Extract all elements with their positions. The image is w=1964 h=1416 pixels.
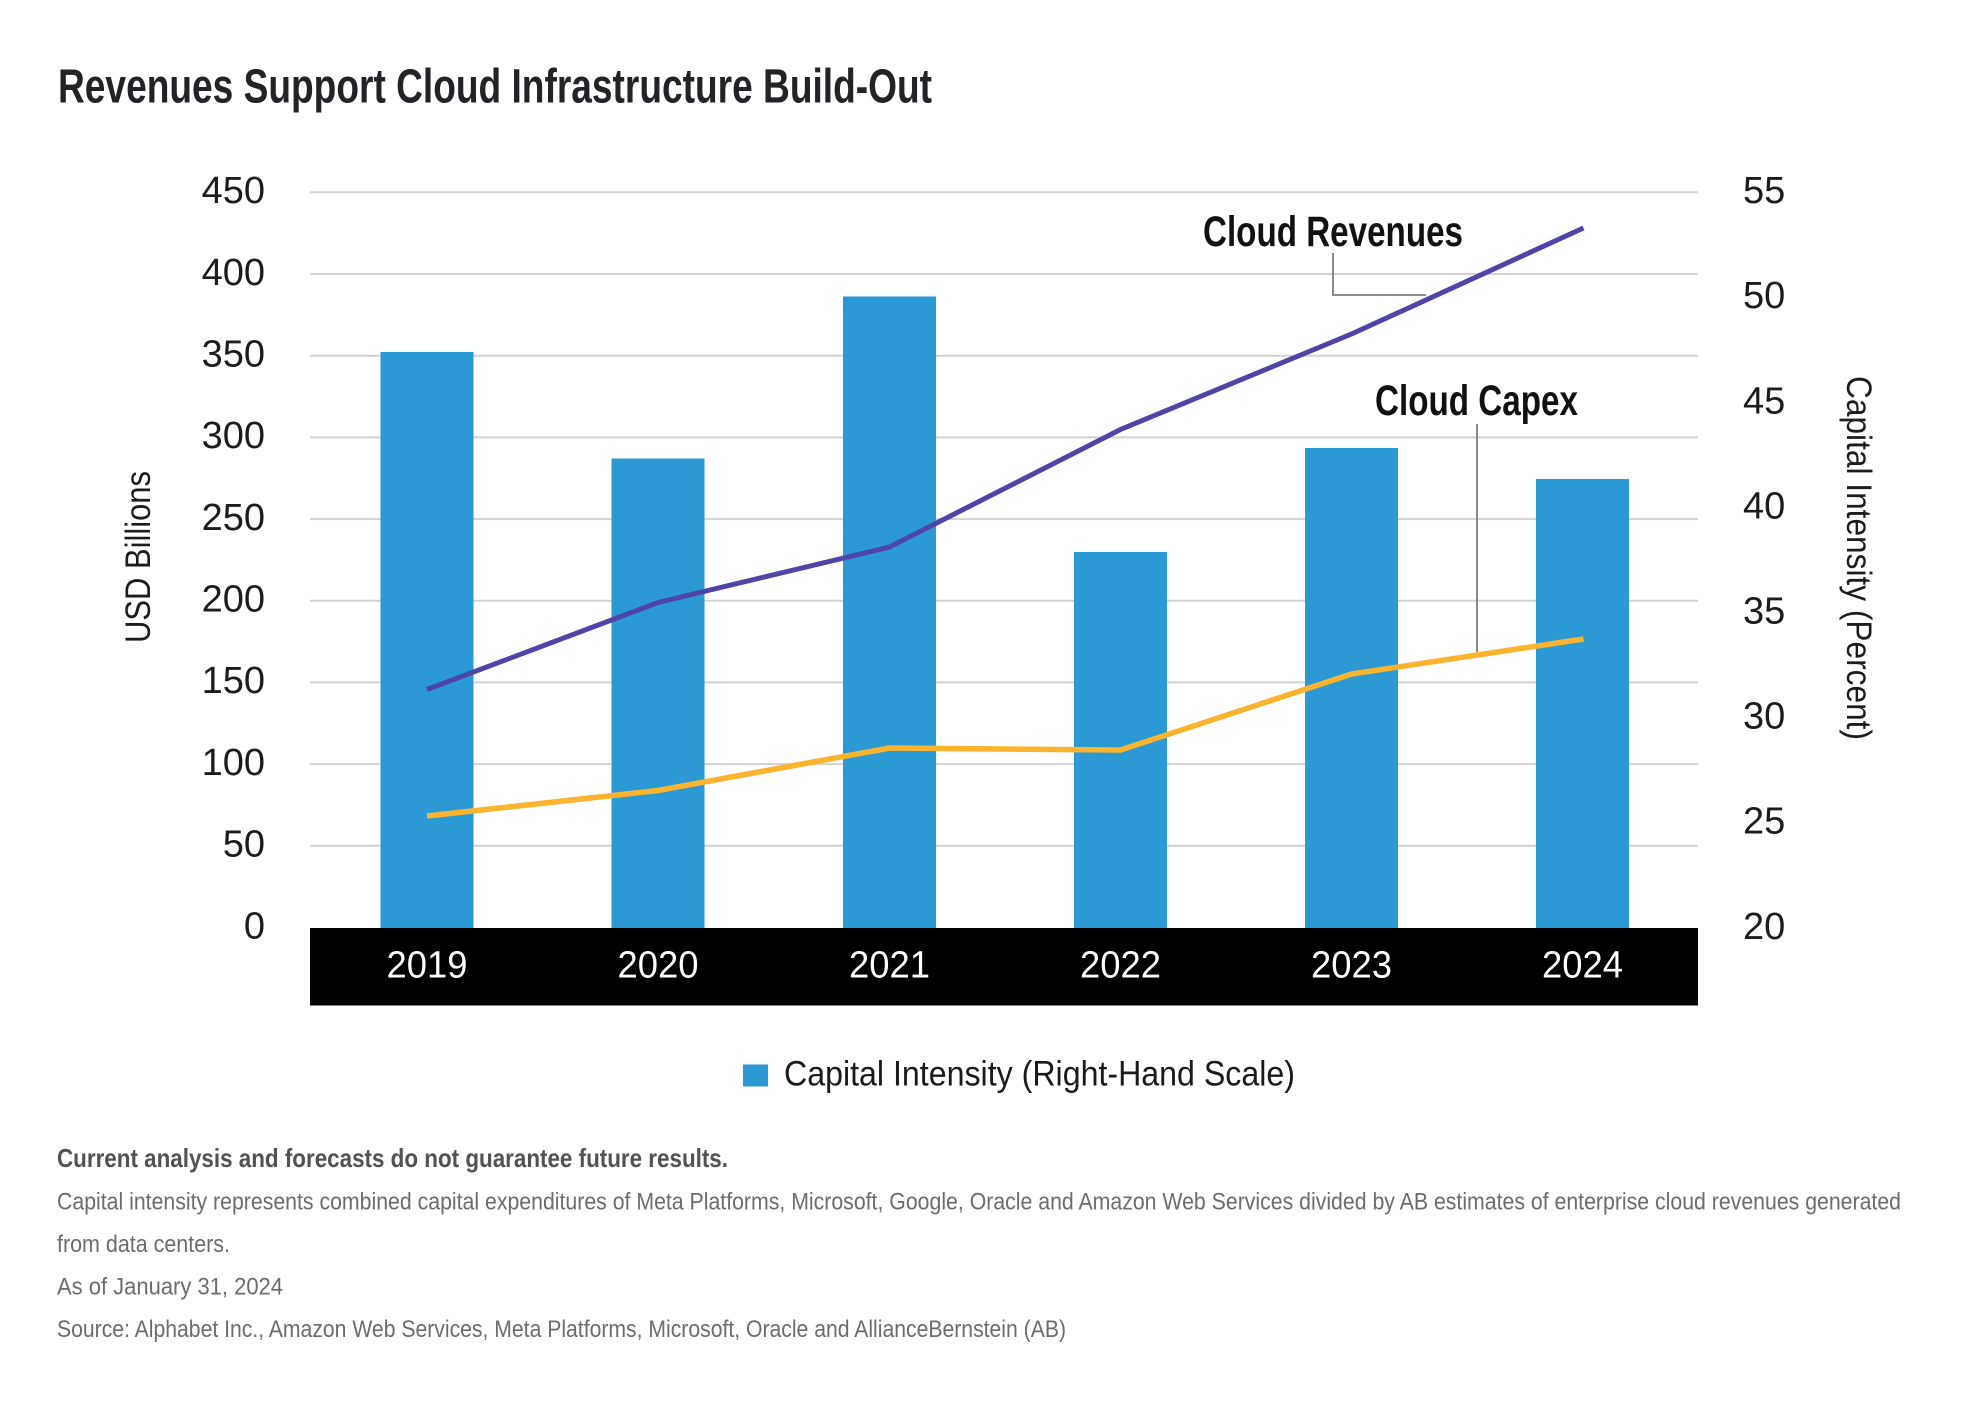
svg-text:2019: 2019: [387, 945, 468, 987]
svg-text:350: 350: [202, 334, 265, 376]
svg-text:100: 100: [202, 742, 265, 784]
svg-text:50: 50: [1743, 275, 1785, 317]
svg-text:As of January 31, 2024: As of January 31, 2024: [57, 1274, 283, 1301]
svg-text:Cloud Revenues: Cloud Revenues: [1203, 208, 1463, 256]
svg-text:Current analysis and forecasts: Current analysis and forecasts do not gu…: [57, 1143, 728, 1173]
svg-text:35: 35: [1743, 591, 1785, 633]
svg-text:Capital Intensity (Right-Hand: Capital Intensity (Right-Hand Scale): [784, 1055, 1295, 1094]
svg-text:55: 55: [1743, 170, 1785, 212]
svg-text:450: 450: [202, 170, 265, 212]
svg-text:30: 30: [1743, 696, 1785, 738]
svg-text:2023: 2023: [1311, 945, 1392, 987]
svg-text:Cloud Capex: Cloud Capex: [1375, 377, 1578, 425]
svg-text:150: 150: [202, 660, 265, 702]
svg-text:2022: 2022: [1080, 945, 1161, 987]
svg-text:Source: Alphabet Inc., Amazon: Source: Alphabet Inc., Amazon Web Servic…: [57, 1316, 1066, 1343]
svg-text:25: 25: [1743, 801, 1785, 843]
svg-text:Revenues Support Cloud Infrast: Revenues Support Cloud Infrastructure Bu…: [58, 61, 932, 114]
svg-text:2021: 2021: [849, 945, 930, 987]
svg-text:Capital Intensity (Percent): Capital Intensity (Percent): [1839, 376, 1878, 740]
svg-text:USD Billions: USD Billions: [119, 471, 158, 643]
svg-text:250: 250: [202, 497, 265, 539]
svg-text:50: 50: [223, 824, 265, 866]
svg-text:400: 400: [202, 252, 265, 294]
svg-text:2024: 2024: [1542, 945, 1623, 987]
svg-text:40: 40: [1743, 485, 1785, 527]
svg-text:200: 200: [202, 579, 265, 621]
svg-text:300: 300: [202, 415, 265, 457]
svg-text:Capital intensity represents c: Capital intensity represents combined ca…: [57, 1189, 1901, 1216]
svg-text:45: 45: [1743, 380, 1785, 422]
svg-text:2020: 2020: [618, 945, 699, 987]
svg-text:0: 0: [244, 905, 265, 947]
svg-text:from data centers.: from data centers.: [57, 1231, 230, 1258]
svg-text:20: 20: [1743, 906, 1785, 948]
